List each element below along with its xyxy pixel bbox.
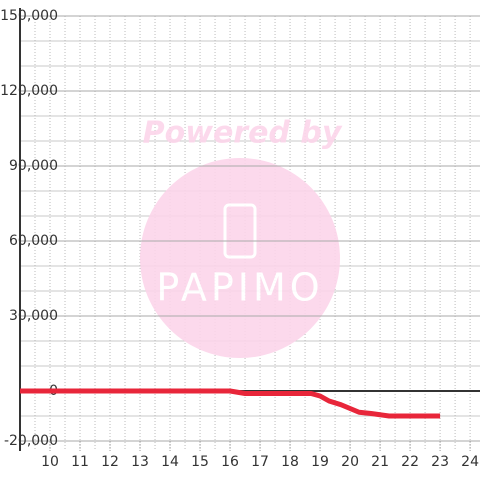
watermark: Powered by PAPIMO xyxy=(140,116,343,358)
watermark-logo: PAPIMO xyxy=(156,266,323,310)
x-tick-label: 21 xyxy=(371,454,389,470)
y-tick-label: 120,000 xyxy=(0,83,58,99)
x-tick-label: 14 xyxy=(161,454,179,470)
x-tick-label: 15 xyxy=(191,454,209,470)
x-tick-label: 19 xyxy=(311,454,329,470)
x-tick-label: 23 xyxy=(431,454,449,470)
y-tick-label: 60,000 xyxy=(9,233,58,249)
x-tick-label: 11 xyxy=(71,454,89,470)
y-tick-label: 90,000 xyxy=(9,158,58,174)
y-tick-label: 150,000 xyxy=(0,8,58,24)
x-tick-label: 24 xyxy=(461,454,479,470)
x-tick-label: 12 xyxy=(101,454,119,470)
watermark-icon xyxy=(223,203,257,259)
x-tick-label: 17 xyxy=(251,454,269,470)
data-line xyxy=(20,388,441,419)
watermark-text: Powered by xyxy=(143,116,343,151)
x-tick-label: 13 xyxy=(131,454,149,470)
x-tick-label: 22 xyxy=(401,454,419,470)
x-tick-label: 18 xyxy=(281,454,299,470)
x-tick-label: 10 xyxy=(41,454,59,470)
y-tick-label: -20,000 xyxy=(4,433,58,449)
x-tick-label: 20 xyxy=(341,454,359,470)
x-tick-label: 16 xyxy=(221,454,239,470)
y-tick-label: 30,000 xyxy=(9,308,58,324)
